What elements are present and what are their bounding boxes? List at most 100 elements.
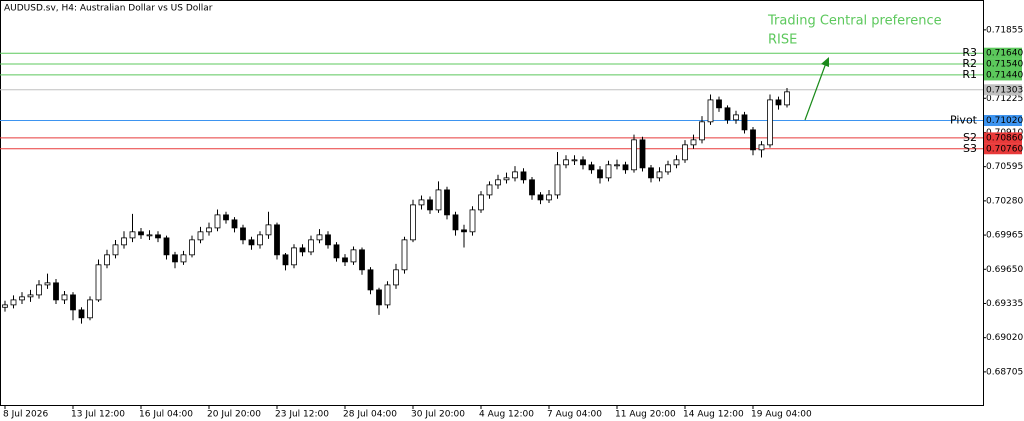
candle-body (724, 107, 731, 121)
candle-body (784, 91, 790, 106)
candle-body (427, 199, 433, 211)
candle-body (214, 214, 221, 229)
candle-body (10, 299, 17, 306)
level-label: 0.71020 (986, 116, 1023, 126)
level-name: S3 (963, 142, 977, 155)
level-label: 0.71540 (986, 60, 1023, 70)
candle-body (750, 129, 756, 151)
candle-body (367, 269, 374, 291)
candle-body (333, 244, 340, 259)
candle-body (282, 254, 289, 266)
x-tick-label: 23 Jul 12:00 (275, 410, 329, 420)
candle-body (486, 184, 493, 196)
candle-body (121, 237, 127, 246)
candle-body (104, 254, 110, 266)
x-tick-label: 16 Jul 04:00 (139, 410, 193, 420)
y-tick-label: 0.69650 (986, 265, 1023, 275)
candle-body (461, 229, 467, 233)
candle-body (401, 239, 408, 271)
candle-body (452, 214, 459, 231)
candle-body (223, 214, 229, 221)
candle-body (206, 227, 212, 233)
candle-body (444, 189, 450, 216)
level-box (984, 69, 1022, 81)
candle-body (53, 282, 59, 301)
candle-body (231, 219, 238, 229)
candle-body (129, 231, 136, 239)
annotation: RISE (768, 33, 797, 48)
candle-body (529, 179, 535, 196)
candle-body (520, 171, 527, 181)
candle-body (240, 227, 246, 241)
candle-body (503, 177, 510, 181)
level-name: R2 (962, 57, 977, 70)
x-tick-label: 7 Aug 04:00 (547, 410, 602, 420)
candle-body (656, 171, 663, 179)
y-tick-label: 0.71855 (986, 25, 1023, 35)
price-box (984, 84, 1022, 96)
candle-body (359, 249, 365, 271)
candle-body (172, 254, 178, 263)
level-box (984, 143, 1022, 155)
candle-body (274, 224, 280, 256)
annotation: Trading Central preference (767, 14, 942, 29)
candle-body (682, 144, 688, 161)
y-tick-label: 0.70280 (986, 196, 1023, 206)
candle-body (741, 114, 748, 131)
candle-body (27, 294, 34, 298)
y-tick-label: 0.71225 (986, 94, 1023, 104)
level-box (984, 58, 1022, 70)
candle-body (95, 264, 102, 301)
candle-body (112, 244, 119, 256)
level-name: Pivot (950, 114, 978, 127)
candle-body (257, 234, 263, 246)
candle-body (155, 234, 161, 239)
candle-body (605, 164, 612, 179)
candle-body (325, 234, 331, 246)
level-label: 0.71640 (986, 49, 1023, 59)
candle-body (291, 247, 297, 266)
candle-body (767, 99, 773, 146)
candle-body (665, 164, 671, 173)
candle-body (61, 294, 68, 301)
level-label: 0.71440 (986, 70, 1023, 80)
candle-body (614, 164, 620, 167)
candle-body (631, 139, 637, 171)
candle-body (775, 99, 782, 106)
y-tick-label: 0.68705 (986, 367, 1023, 377)
candle-body (537, 194, 544, 201)
candle-body (2, 304, 8, 308)
level-name: R1 (962, 68, 977, 81)
arrow-head (821, 57, 829, 67)
candle-body (690, 139, 697, 146)
candle-body (707, 99, 714, 123)
candle-body (36, 284, 42, 296)
candle-body (350, 249, 357, 263)
x-tick-label: 11 Aug 20:00 (615, 410, 676, 420)
x-tick-label: 13 Jul 12:00 (71, 410, 125, 420)
y-tick-label: 0.69965 (986, 231, 1023, 241)
candle-body (87, 299, 93, 319)
candle-body (163, 237, 170, 256)
arrow-line (804, 62, 827, 121)
x-tick-label: 19 Aug 04:00 (751, 410, 812, 420)
level-box (984, 115, 1022, 127)
chart-title: AUDUSD.sv, H4: Australian Dollar vs US D… (4, 4, 213, 14)
candles (2, 87, 790, 324)
candle-body (342, 257, 348, 263)
candle-body (78, 309, 85, 319)
candle-body (19, 296, 25, 301)
candle-body (265, 224, 272, 236)
candle-body (495, 179, 501, 186)
candle-body (758, 144, 765, 151)
candle-body (197, 231, 204, 241)
plot-frame (0, 0, 984, 406)
candle-body (180, 254, 187, 263)
candle-body (699, 121, 705, 141)
candle-body (512, 171, 518, 179)
candle-body (308, 239, 314, 253)
candle-body (580, 159, 586, 166)
